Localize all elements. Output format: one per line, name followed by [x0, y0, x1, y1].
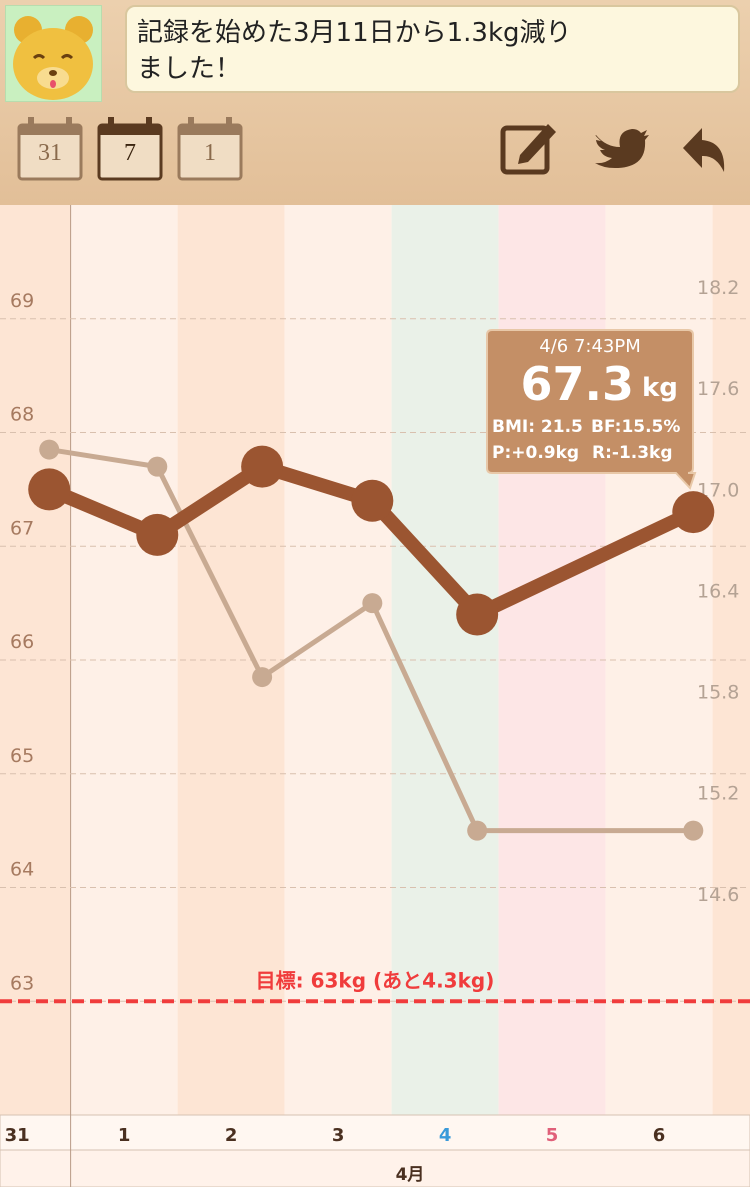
x-axis-row [0, 1114, 750, 1151]
avatar[interactable] [5, 5, 102, 102]
toolbar: 31 7 1 [17, 117, 725, 181]
y-tick-label: 69 [10, 290, 34, 312]
tooltip-record: R:-1.3kg [592, 443, 673, 463]
x-tick-label: 4 [439, 1125, 452, 1146]
x-tick-label: 1 [118, 1125, 131, 1146]
data-point [252, 667, 273, 688]
tooltip-progress: P:+0.9kg [492, 443, 579, 463]
goal-label: 目標: 63kg (あと4.3kg) [256, 968, 495, 992]
y-tick-label: 67 [10, 517, 34, 539]
y-tick-label: 64 [10, 859, 34, 881]
y2-tick-label: 14.6 [697, 884, 739, 906]
x-tick-label: 2 [225, 1125, 238, 1146]
calendar-week-button[interactable]: 7 [97, 117, 163, 181]
x-tick-label: 6 [653, 1125, 666, 1146]
data-point [362, 593, 383, 614]
data-point [672, 491, 715, 534]
x-tick-label: 31 [5, 1125, 30, 1146]
data-point [39, 439, 60, 460]
y2-tick-label: 17.6 [697, 378, 739, 400]
y2-tick-label: 18.2 [697, 277, 739, 299]
calendar-label: 7 [124, 140, 136, 166]
header: 記録を始めた3月11日から1.3kg減り ました！ [0, 0, 750, 205]
calendar-month-button[interactable]: 31 [17, 117, 83, 181]
data-point [456, 593, 499, 636]
tooltip-time: 4/6 7:43PM [539, 336, 641, 357]
data-point [683, 820, 704, 841]
tooltip-weight: 67.3 [521, 357, 635, 411]
twitter-button[interactable] [595, 129, 649, 168]
tooltip-bf: BF:15.5% [591, 417, 680, 437]
data-point [467, 820, 488, 841]
message-bubble: 記録を始めた3月11日から1.3kg減り ました！ [125, 5, 740, 93]
data-point [147, 456, 168, 477]
data-point [28, 468, 71, 511]
y2-tick-label: 17.0 [697, 479, 739, 501]
y-tick-label: 63 [10, 972, 34, 994]
y2-tick-label: 16.4 [697, 580, 739, 602]
y-tick-label: 66 [10, 631, 34, 653]
calendar-label: 1 [204, 140, 216, 166]
series-line [48, 447, 694, 834]
tooltip: 4/6 7:43PM 67.3 kg BMI: 21.5 BF:15.5% P:… [486, 329, 697, 490]
x-axis-label: 4月 [396, 1165, 425, 1185]
tooltip-bmi: BMI: 21.5 [492, 417, 583, 437]
tooltip-unit: kg [642, 373, 678, 403]
x-tick-label: 3 [332, 1125, 345, 1146]
message-line: 記録を始めた3月11日から1.3kg減り [137, 18, 572, 48]
y2-tick-label: 15.2 [697, 783, 739, 805]
data-point [241, 445, 284, 488]
data-point [136, 513, 179, 556]
calendar-day-button[interactable]: 1 [177, 117, 243, 181]
y2-tick-label: 15.8 [697, 682, 739, 704]
y-tick-label: 65 [10, 745, 34, 767]
x-tick-label: 5 [546, 1125, 559, 1146]
calendar-label: 31 [38, 140, 62, 166]
y-tick-label: 68 [10, 404, 34, 426]
month-row [0, 1149, 750, 1187]
back-button[interactable] [683, 128, 725, 172]
message-line: ました！ [137, 54, 242, 84]
edit-button[interactable] [500, 124, 556, 175]
data-point [351, 479, 394, 522]
